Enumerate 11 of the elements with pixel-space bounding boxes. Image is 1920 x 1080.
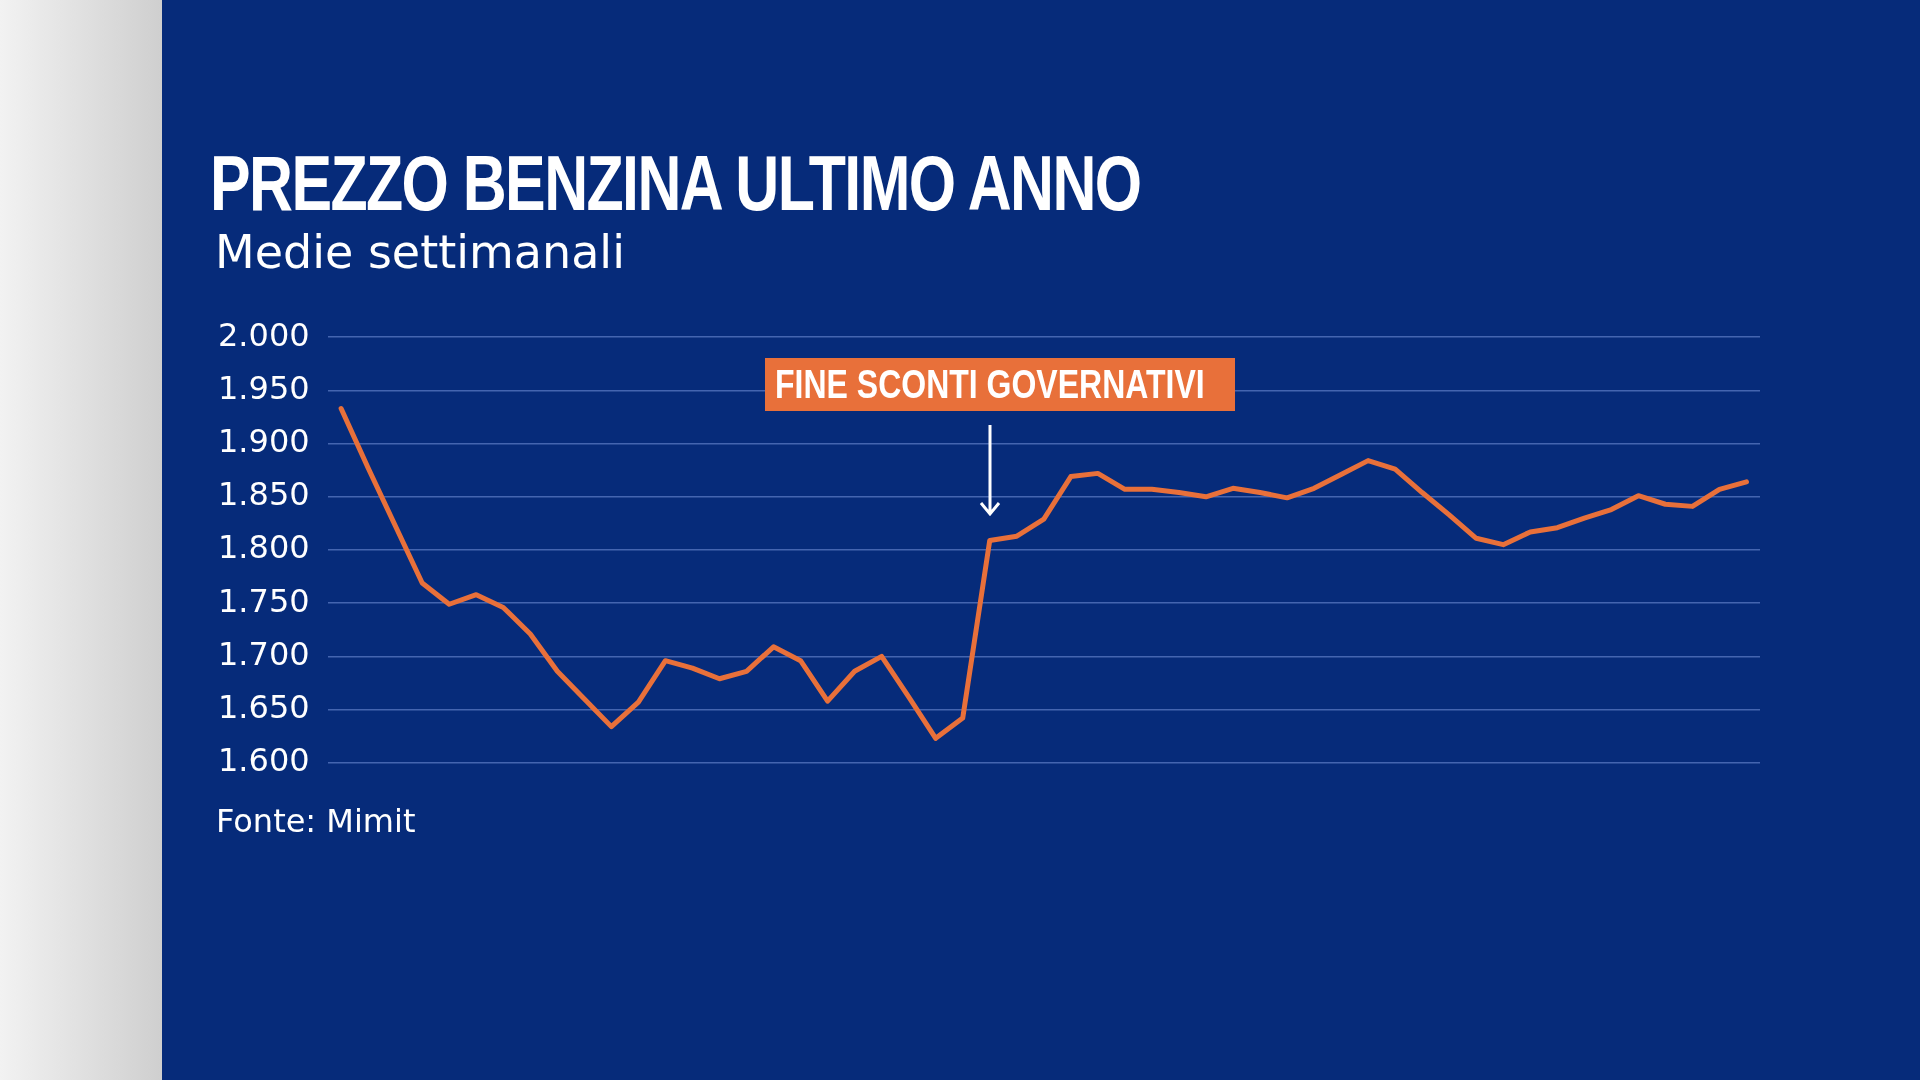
y-tick-label: 1.950 xyxy=(218,368,310,407)
y-tick-label: 1.900 xyxy=(218,421,310,460)
annotation: FINE SCONTI GOVERNATIVI xyxy=(774,362,1205,408)
source-note: Fonte: Mimit xyxy=(216,802,416,840)
y-tick-label: 1.650 xyxy=(218,687,310,726)
y-tick-label: 1.750 xyxy=(218,581,310,620)
y-tick-label: 1.800 xyxy=(218,528,310,567)
y-tick-label: 1.700 xyxy=(218,634,310,673)
y-tick-label: 2.000 xyxy=(218,315,310,354)
y-tick-label: 1.850 xyxy=(218,475,310,514)
y-tick-label: 1.600 xyxy=(218,741,310,780)
